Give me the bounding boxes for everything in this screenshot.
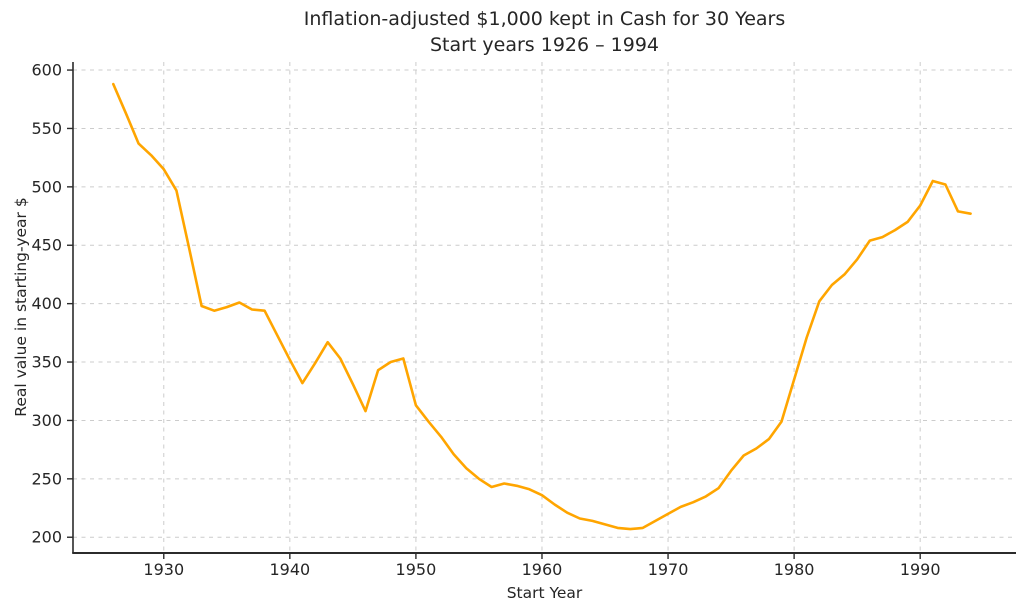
x-axis-label: Start Year bbox=[506, 584, 583, 602]
y-tick-label: 500 bbox=[31, 177, 62, 196]
x-tick-label: 1970 bbox=[648, 560, 689, 579]
y-tick-label: 300 bbox=[31, 411, 62, 430]
chart-title-block: Inflation-adjusted $1,000 kept in Cash f… bbox=[73, 6, 1016, 58]
y-tick-label: 550 bbox=[31, 119, 62, 138]
data-line bbox=[112, 82, 972, 531]
x-tick-label: 1990 bbox=[900, 560, 941, 579]
chart-subtitle: Start years 1926 – 1994 bbox=[429, 34, 660, 56]
x-tick-label: 1980 bbox=[774, 560, 815, 579]
x-tick-label: 1930 bbox=[143, 560, 184, 579]
x-tick-label: 1940 bbox=[269, 560, 310, 579]
y-tick-label: 400 bbox=[31, 294, 62, 313]
y-tick-label: 600 bbox=[31, 61, 62, 80]
y-axis-label: Real value in starting-year $ bbox=[12, 197, 30, 417]
y-tick-label: 450 bbox=[31, 236, 62, 255]
x-tick-label: 1960 bbox=[522, 560, 563, 579]
y-tick-label: 250 bbox=[31, 469, 62, 488]
chart-title: Inflation-adjusted $1,000 kept in Cash f… bbox=[303, 8, 786, 30]
y-tick-label: 200 bbox=[31, 528, 62, 547]
x-tick-label: 1950 bbox=[396, 560, 437, 579]
y-tick-label: 350 bbox=[31, 353, 62, 372]
